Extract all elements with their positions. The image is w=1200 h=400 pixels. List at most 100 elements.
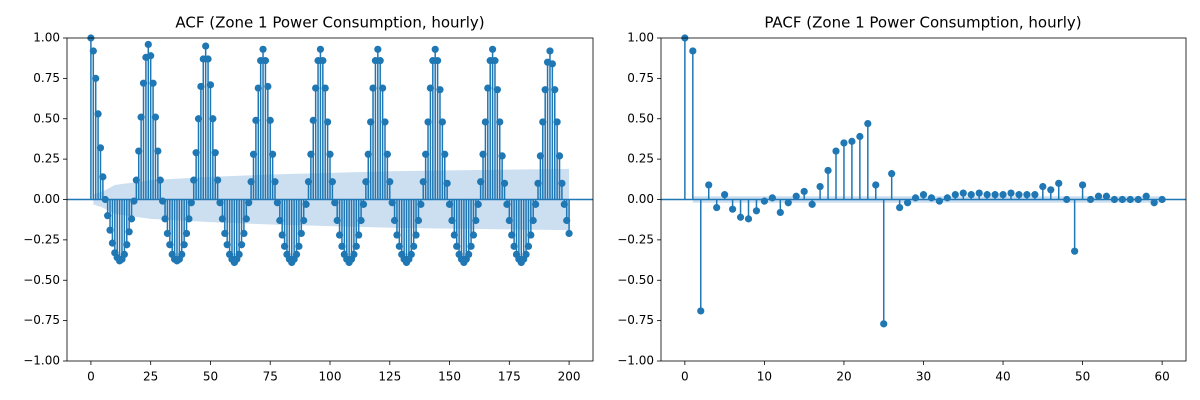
stem-marker [467,242,475,250]
stem-marker [832,147,840,155]
stem-marker [292,250,301,259]
stem-marker [154,147,162,155]
stem-marker [469,231,478,239]
stem-marker [185,215,193,223]
stem-marker [880,320,888,328]
stem-marker [728,205,737,213]
x-tick-label: 100 [319,370,342,384]
x-tick-label: 20 [836,370,851,384]
stem-marker [959,189,967,197]
y-tick-label: −0.25 [23,232,60,246]
stem-marker [546,47,554,55]
stem-marker [271,178,279,186]
stem-marker [436,86,444,94]
stem-marker [488,45,497,53]
stem-marker [187,199,195,207]
stem-marker [551,86,559,94]
stem-marker [553,118,561,126]
stem-marker [705,181,713,189]
stem-marker [1126,195,1134,204]
stem-marker [1158,195,1166,204]
chart-title: PACF (Zone 1 Power Consumption, hourly) [764,14,1081,32]
stem-marker [266,116,274,124]
y-tick-label: 0.00 [33,192,60,206]
stem-marker [1015,191,1023,199]
stem-marker [903,199,912,207]
stem-marker [410,242,418,250]
stem-marker [316,45,325,53]
stem-marker [1047,186,1055,194]
stem-marker [209,115,217,123]
stem-marker [355,231,363,239]
x-tick-label: 0 [87,370,95,384]
stem-marker [713,203,721,212]
stem-marker [472,216,480,225]
stem-marker [555,152,564,160]
stem-marker [721,191,729,199]
y-tick-label: −0.50 [617,273,654,287]
stem-marker [441,150,449,158]
y-tick-label: 0.25 [33,152,60,166]
stem-marker [144,40,152,49]
stem-marker [352,242,360,250]
stem-marker [498,152,506,160]
stem-marker [259,45,267,53]
stem-marker [120,250,128,259]
x-tick-label: 10 [757,370,772,384]
stem-marker [792,192,800,200]
stem-marker [417,200,425,208]
x-tick-label: 75 [263,370,278,384]
stem-marker [379,84,387,92]
y-tick-label: 0.75 [33,71,60,85]
stem-marker [816,182,824,191]
stem-marker [1055,179,1063,187]
stem-marker [919,191,928,199]
stem-marker [975,189,983,197]
stem-marker [848,137,856,145]
stem-marker [548,60,556,68]
stem-marker [532,200,540,208]
stem-marker [776,208,784,217]
stem-marker [1031,191,1039,199]
x-tick-label: 125 [378,370,401,384]
stem-marker [324,118,332,126]
stem-marker [951,191,959,199]
stem-marker [1118,195,1126,204]
stem-marker [386,178,394,186]
stem-marker [297,229,305,238]
stem-marker [1023,191,1031,199]
stem-marker [856,132,864,141]
x-tick-label: 0 [681,370,689,384]
stem-marker [326,150,334,158]
stem-marker [151,113,160,121]
stem-marker [1142,192,1150,200]
stem-marker [156,176,164,184]
stem-marker [689,47,697,55]
stem-marker [752,207,761,215]
stem-marker [491,57,499,65]
stem-marker [206,81,215,89]
stem-marker [374,45,382,53]
y-tick-label: 0.50 [627,111,654,125]
stem-marker [911,194,920,202]
stem-marker [784,199,792,207]
stem-marker [500,179,509,187]
stem-marker [474,200,482,208]
stem-marker [943,194,951,202]
stem-marker [240,229,248,238]
stem-marker [527,231,535,239]
y-tick-label: −0.50 [23,273,60,287]
stem-marker [800,187,808,196]
stem-marker [991,191,999,199]
stem-marker [264,82,272,91]
x-tick-label: 200 [558,370,581,384]
stem-marker [178,250,186,259]
y-tick-label: 1.00 [627,31,654,45]
stem-marker [319,57,327,65]
stem-marker [99,173,107,181]
stem-marker [295,242,303,250]
y-tick-label: −1.00 [23,354,60,368]
y-tick-label: 0.00 [627,192,654,206]
stem-marker [125,228,133,236]
